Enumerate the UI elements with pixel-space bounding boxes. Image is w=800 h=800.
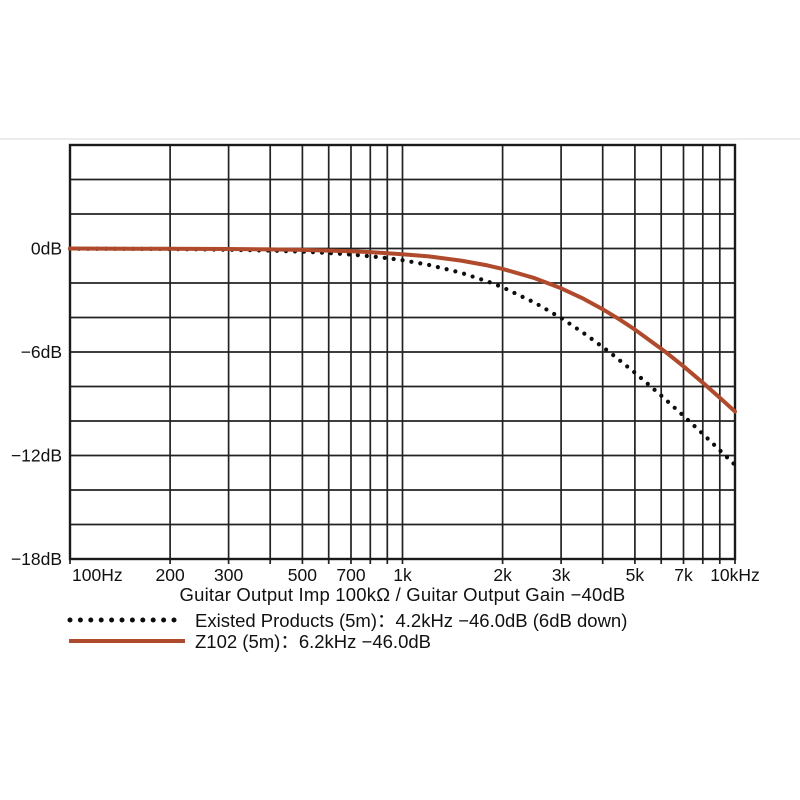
plot-border <box>68 143 737 561</box>
x-tick-label: 7k <box>674 565 693 585</box>
x-tick-label: 300 <box>214 565 243 585</box>
legend: Existed Products (5m)：4.2kHz −46.0dB (6d… <box>66 609 628 652</box>
x-tick-label: 700 <box>336 565 365 585</box>
legend-label-existed-products: Existed Products (5m)：4.2kHz −46.0dB (6d… <box>195 609 628 631</box>
legend-label-z102: Z102 (5m)：6.2kHz −46.0dB <box>195 630 431 652</box>
legend-item-z102: Z102 (5m)：6.2kHz −46.0dB <box>66 630 627 652</box>
x-tick-label: 100Hz <box>72 565 123 585</box>
photo-divider-line <box>0 138 800 140</box>
y-tick-label: −6dB <box>21 342 62 362</box>
dotted-line-marker <box>67 617 187 622</box>
curve-z102 <box>68 246 737 414</box>
x-tick-label: 5k <box>626 565 645 585</box>
x-tick-label: 3k <box>552 565 571 585</box>
x-tick-label: 500 <box>288 565 317 585</box>
x-axis-title: Guitar Output Imp 100kΩ / Guitar Output … <box>179 584 626 605</box>
y-tick-label: 0dB <box>31 239 62 259</box>
y-tick-label: −18dB <box>11 549 62 569</box>
x-tick-label: 2k <box>493 565 512 585</box>
x-tick-label: 10kHz <box>710 565 760 585</box>
y-tick-label: −12dB <box>11 446 62 466</box>
x-tick-label: 200 <box>155 565 184 585</box>
x-tick-label: 1k <box>393 565 412 585</box>
legend-item-existed-products: Existed Products (5m)：4.2kHz −46.0dB (6d… <box>66 609 628 631</box>
solid-line-marker <box>69 638 185 643</box>
